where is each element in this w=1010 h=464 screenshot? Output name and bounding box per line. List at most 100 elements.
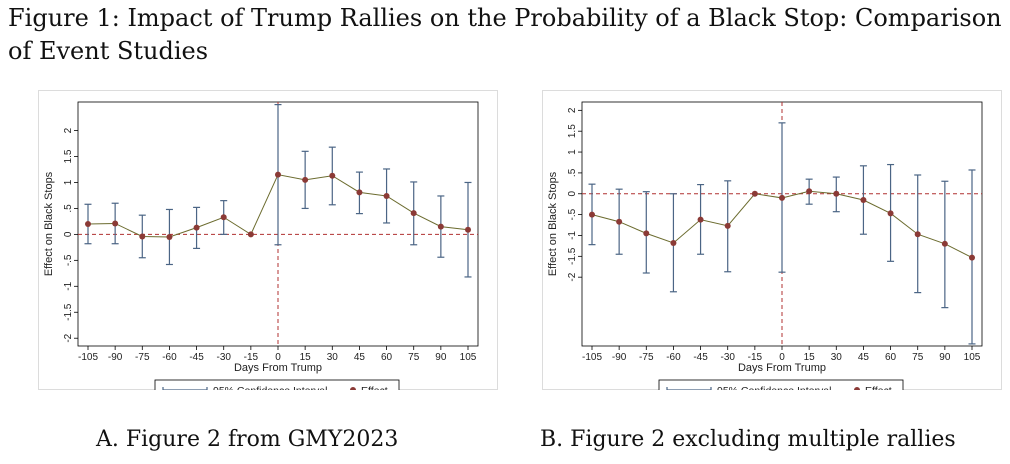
legend-effect-label: Effect: [361, 385, 388, 390]
effect-point: [85, 221, 91, 227]
x-tick-label: -60: [666, 352, 681, 363]
chart-legend: 95% Confidence Interval Effect: [154, 379, 400, 390]
legend-effect-symbol: [854, 387, 860, 390]
y-tick-label: 1.5: [63, 149, 74, 163]
effect-point: [302, 176, 309, 183]
x-tick-label: 75: [408, 352, 420, 363]
y-tick-label: -1.5: [567, 247, 578, 265]
y-axis-label: Effect on Black Stops: [547, 171, 559, 276]
y-tick-label: -.5: [63, 254, 74, 266]
x-tick-label: 45: [354, 352, 366, 363]
y-tick-label: 2: [567, 107, 578, 113]
effect-point: [112, 220, 119, 227]
y-tick-label: -2: [567, 272, 578, 281]
effect-point: [410, 210, 417, 217]
legend-effect-label: Effect: [865, 385, 892, 390]
x-tick-label: 105: [964, 352, 981, 363]
x-tick-label: 0: [779, 352, 785, 363]
chart-legend: 95% Confidence Interval Effect: [658, 379, 904, 390]
x-tick-label: 90: [435, 352, 447, 363]
y-tick-label: 1.5: [567, 124, 578, 138]
effect-point: [329, 172, 336, 179]
y-tick-label: .5: [63, 204, 74, 213]
y-tick-label: .5: [567, 168, 578, 177]
x-tick-label: 90: [939, 352, 951, 363]
effect-point: [860, 197, 867, 204]
y-tick-label: 0: [63, 231, 74, 237]
x-tick-label: 15: [300, 352, 312, 363]
legend-effect-symbol: [350, 387, 356, 390]
x-tick-label: 30: [327, 352, 339, 363]
effect-point: [437, 223, 444, 230]
x-tick-label: 0: [275, 352, 281, 363]
figure-title: Figure 1: Impact of Trump Rallies on the…: [8, 4, 1002, 65]
x-tick-label: -105: [78, 352, 98, 363]
x-tick-label: 45: [858, 352, 870, 363]
effect-point: [969, 254, 975, 261]
y-tick-label: -1.5: [63, 303, 74, 321]
x-tick-label: -90: [108, 352, 123, 363]
x-tick-label: -75: [639, 352, 654, 363]
x-tick-label: 30: [831, 352, 843, 363]
effect-point: [383, 192, 390, 199]
effect-point: [275, 171, 281, 178]
x-tick-label: -60: [162, 352, 177, 363]
x-tick-label: 15: [804, 352, 816, 363]
y-tick-label: -.5: [567, 208, 578, 220]
effect-point: [616, 218, 623, 225]
y-tick-label: 2: [63, 127, 74, 133]
x-tick-label: 60: [885, 352, 897, 363]
y-tick-label: 1: [567, 149, 578, 155]
x-tick-label: 60: [381, 352, 393, 363]
effect-point: [833, 190, 840, 197]
caption-panel-b: B. Figure 2 excluding multiple rallies: [540, 427, 956, 452]
x-tick-label: -30: [216, 352, 231, 363]
effect-point: [139, 233, 146, 240]
event-study-chart: -2 -1.5 -1 -.5 0 .5 1 1.5 2 -105 -90 -75 -60 -45 -30 -1…: [38, 90, 498, 390]
effect-point: [779, 194, 785, 201]
x-tick-label: 75: [912, 352, 924, 363]
effect-point: [724, 222, 731, 229]
x-tick-label: -45: [189, 352, 204, 363]
x-tick-label: -45: [693, 352, 708, 363]
y-axis-label: Effect on Black Stops: [43, 171, 55, 276]
y-tick-label: -2: [63, 333, 74, 342]
event-study-chart: -2 -1.5 -1 -.5 0 .5 1 1.5 2 -105 -90 -75 -60 -45 -30 -1…: [542, 90, 1002, 390]
y-tick-label: 1: [63, 179, 74, 185]
effect-point: [589, 211, 595, 218]
effect-point: [356, 189, 363, 196]
effect-point: [670, 239, 677, 246]
x-axis-label: Days From Trump: [738, 362, 826, 374]
chart-panel-b: -2 -1.5 -1 -.5 0 .5 1 1.5 2 -105 -90 -75 -60 -45 -30 -1…: [542, 90, 1002, 390]
effect-point: [914, 231, 921, 238]
effect-point: [941, 240, 948, 247]
effect-point: [220, 214, 227, 221]
y-tick-label: 0: [567, 191, 578, 197]
legend-ci-symbol: [162, 387, 208, 390]
x-axis-label: Days From Trump: [234, 362, 322, 374]
effect-point: [887, 210, 894, 217]
x-tick-label: -75: [135, 352, 150, 363]
x-tick-label: -30: [720, 352, 735, 363]
chart-panel-a: -2 -1.5 -1 -.5 0 .5 1 1.5 2 -105 -90 -75 -60 -45 -30 -1…: [38, 90, 498, 390]
effect-point: [247, 231, 254, 238]
x-tick-label: -105: [582, 352, 602, 363]
effect-point: [465, 226, 471, 233]
effect-point: [751, 190, 758, 197]
y-tick-label: -1: [567, 231, 578, 240]
x-tick-label: -15: [748, 352, 763, 363]
effect-point: [166, 233, 173, 240]
effect-point: [193, 224, 200, 231]
legend-ci-label: 95% Confidence Interval: [213, 385, 327, 390]
effect-point: [643, 230, 650, 237]
x-tick-label: -15: [244, 352, 259, 363]
legend-ci-label: 95% Confidence Interval: [717, 385, 831, 390]
chart-frame: [38, 90, 498, 390]
x-tick-label: 105: [460, 352, 477, 363]
effect-point: [806, 188, 813, 195]
effect-point: [697, 216, 704, 223]
x-tick-label: -90: [612, 352, 627, 363]
legend-ci-symbol: [666, 387, 712, 390]
y-tick-label: -1: [63, 281, 74, 290]
caption-panel-a: A. Figure 2 from GMY2023: [96, 427, 399, 452]
